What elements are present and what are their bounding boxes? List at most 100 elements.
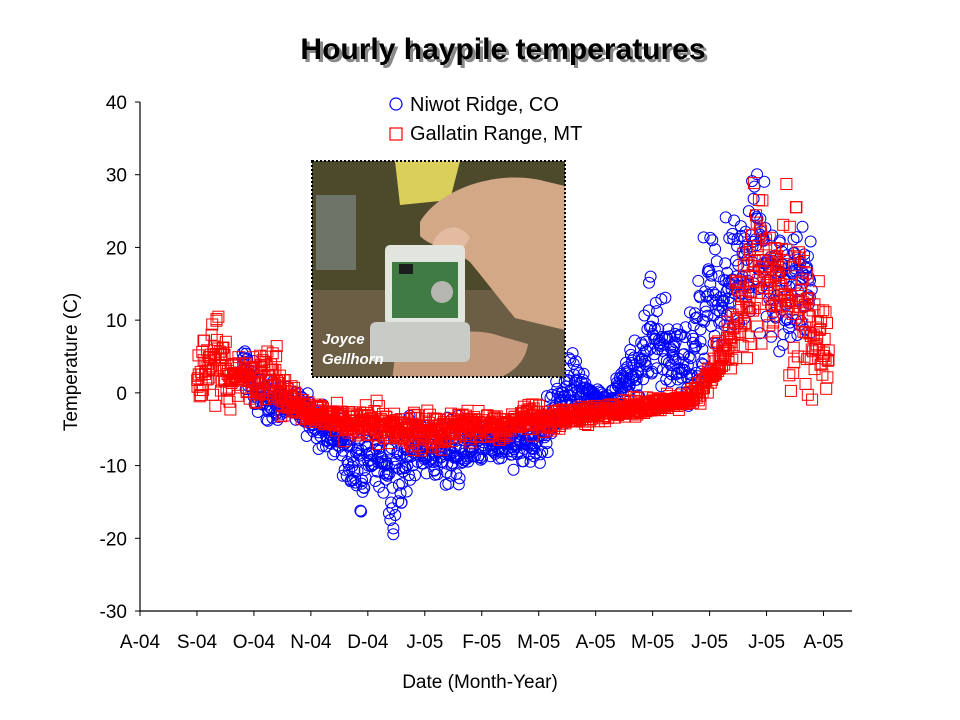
data-point-gallatin bbox=[207, 388, 219, 401]
data-point-niwot bbox=[739, 225, 752, 238]
data-point-gallatin bbox=[191, 372, 204, 385]
data-point-niwot bbox=[787, 233, 800, 246]
y-tick-label: -20 bbox=[100, 529, 127, 550]
x-tick-label: M-05 bbox=[631, 632, 674, 653]
data-point-gallatin bbox=[776, 242, 788, 255]
data-point-gallatin bbox=[796, 273, 809, 286]
legend: Niwot Ridge, CO Gallatin Range, MT bbox=[389, 94, 582, 145]
data-point-gallatin bbox=[407, 444, 420, 456]
data-point-gallatin bbox=[739, 317, 752, 330]
data-point-gallatin bbox=[231, 389, 244, 402]
data-point-gallatin bbox=[745, 286, 758, 299]
data-point-niwot bbox=[773, 345, 786, 358]
data-point-gallatin bbox=[806, 393, 819, 406]
x-tick-label: A-05 bbox=[576, 632, 616, 653]
data-point-gallatin bbox=[741, 352, 753, 365]
data-point-niwot bbox=[690, 340, 702, 352]
data-point-gallatin bbox=[756, 254, 769, 267]
x-tick-label: S-04 bbox=[177, 632, 218, 653]
data-point-niwot bbox=[748, 180, 761, 193]
x-tick-label: J-05 bbox=[691, 632, 728, 653]
data-point-niwot bbox=[628, 334, 641, 347]
y-tick-label: 40 bbox=[106, 93, 127, 114]
x-axis-label: Date (Month-Year) bbox=[402, 672, 558, 693]
data-point-gallatin bbox=[801, 388, 814, 401]
data-point-niwot bbox=[452, 478, 465, 491]
data-point-gallatin bbox=[761, 279, 774, 291]
data-point-niwot bbox=[650, 362, 663, 375]
data-point-gallatin bbox=[789, 201, 802, 214]
data-point-niwot bbox=[804, 274, 816, 287]
y-tick-label: 0 bbox=[116, 384, 127, 405]
data-point-niwot bbox=[373, 480, 386, 493]
x-tick-label: A-04 bbox=[120, 632, 161, 653]
photo-logger-battery bbox=[431, 281, 453, 303]
data-point-gallatin bbox=[232, 351, 245, 364]
data-point-gallatin bbox=[692, 394, 705, 407]
data-point-niwot bbox=[358, 464, 371, 477]
data-point-niwot bbox=[300, 430, 313, 442]
data-point-gallatin bbox=[766, 325, 779, 338]
series-layer bbox=[191, 168, 835, 541]
data-point-niwot bbox=[395, 496, 408, 509]
data-point-niwot bbox=[378, 467, 391, 480]
data-point-gallatin bbox=[821, 317, 833, 329]
data-point-gallatin bbox=[756, 194, 769, 207]
data-point-niwot bbox=[696, 343, 709, 356]
data-point-gallatin bbox=[787, 341, 800, 354]
data-point-niwot bbox=[681, 359, 694, 372]
photo-hand bbox=[420, 177, 565, 330]
x-tick-label: N-04 bbox=[290, 632, 332, 653]
data-point-gallatin bbox=[747, 177, 760, 190]
photo-box bbox=[316, 195, 356, 270]
data-point-gallatin bbox=[780, 178, 793, 190]
data-point-gallatin bbox=[745, 337, 758, 350]
data-point-niwot bbox=[789, 314, 802, 327]
data-point-gallatin bbox=[802, 292, 815, 305]
data-point-niwot bbox=[718, 319, 731, 332]
data-point-gallatin bbox=[811, 331, 824, 344]
data-point-gallatin bbox=[750, 209, 762, 222]
data-point-gallatin bbox=[212, 310, 225, 323]
data-point-gallatin bbox=[747, 304, 759, 317]
data-point-gallatin bbox=[818, 332, 831, 345]
data-point-gallatin bbox=[285, 380, 298, 393]
y-tick-label: -30 bbox=[100, 602, 127, 623]
data-point-gallatin bbox=[811, 316, 824, 329]
data-point-gallatin bbox=[729, 274, 742, 287]
data-point-gallatin bbox=[801, 267, 814, 280]
data-point-gallatin bbox=[731, 313, 744, 326]
data-point-gallatin bbox=[750, 320, 763, 333]
data-point-niwot bbox=[351, 464, 364, 477]
data-point-niwot bbox=[404, 473, 417, 486]
data-point-niwot bbox=[801, 250, 814, 263]
data-point-niwot bbox=[709, 243, 722, 256]
x-ticks: A-04 S-04 O-04 N-04 D-04 J-05 F-05 M-05 A-05 M-05… bbox=[120, 611, 844, 653]
data-point-niwot bbox=[320, 440, 332, 453]
data-point-niwot bbox=[391, 445, 404, 458]
photo-thumb bbox=[432, 227, 470, 250]
data-point-niwot bbox=[386, 481, 399, 494]
data-point-gallatin bbox=[216, 342, 229, 355]
data-point-gallatin bbox=[270, 340, 283, 353]
y-axis-label: Temperature (C) bbox=[61, 293, 82, 431]
data-point-niwot bbox=[422, 455, 435, 468]
data-point-gallatin bbox=[762, 255, 775, 268]
data-point-niwot bbox=[570, 364, 583, 376]
photo-logger-lid bbox=[370, 322, 470, 362]
data-point-niwot bbox=[355, 505, 368, 518]
data-point-niwot bbox=[644, 270, 657, 283]
data-point-niwot bbox=[645, 320, 658, 333]
photo-inset: Joyce Gellhorn bbox=[311, 160, 566, 378]
data-point-niwot bbox=[570, 355, 582, 368]
data-point-gallatin bbox=[822, 353, 835, 366]
data-point-gallatin bbox=[812, 275, 825, 288]
data-point-gallatin bbox=[249, 396, 262, 409]
photo-paper bbox=[395, 161, 460, 205]
data-point-niwot bbox=[742, 205, 755, 218]
data-point-niwot bbox=[394, 487, 407, 500]
data-point-niwot bbox=[800, 269, 812, 282]
x-tick-label: F-05 bbox=[462, 632, 501, 653]
data-point-gallatin bbox=[738, 316, 751, 329]
